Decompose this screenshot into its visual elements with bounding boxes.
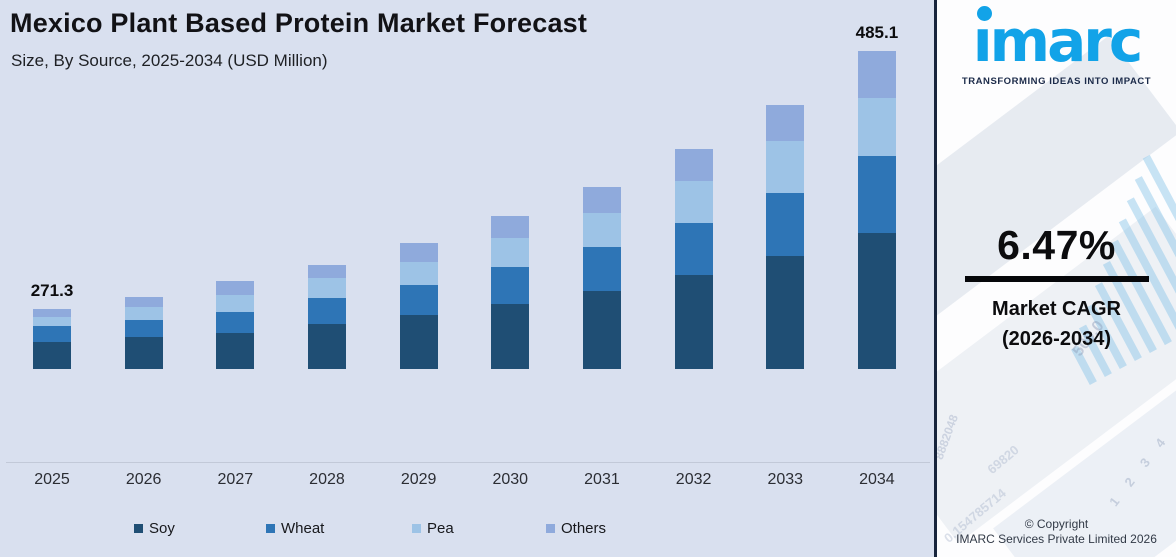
imarc-logo: ımarc TRANSFORMING IDEAS INTO IMPACT	[937, 6, 1176, 87]
axis-label-2033: 2033	[767, 471, 804, 488]
cagr-block: 6.47% Market CAGR (2026-2034)	[937, 222, 1176, 354]
bar-2032	[674, 149, 713, 369]
bar-segment-wheat-2032	[674, 223, 713, 275]
chart-section: Mexico Plant Based Protein Market Foreca…	[0, 0, 934, 542]
bar-segment-pea-2027	[216, 295, 255, 312]
bar-segment-wheat-2031	[582, 247, 621, 291]
legend: Soy Wheat Pea Others	[0, 520, 934, 542]
bar-segment-others-2030	[491, 216, 530, 238]
bar-segment-soy-2034	[857, 233, 896, 369]
bar-2033	[766, 105, 805, 369]
bar-segment-wheat-2025	[33, 326, 71, 342]
axis-label-2031: 2031	[584, 471, 620, 488]
x-axis-labels: 2025 2026 2027 2028 2029 2030 2031 2032 2033 2034	[33, 471, 896, 489]
watermark-number: 69820	[984, 442, 1022, 477]
watermark-number: 1 2 3 4	[1106, 429, 1173, 510]
bar-segment-soy-2028	[307, 324, 346, 369]
plot-area: 271.3 485.1	[6, 0, 930, 463]
bar-segment-wheat-2028	[307, 298, 346, 324]
legend-swatch-wheat	[266, 524, 275, 533]
data-label-2025: 271.3	[30, 281, 74, 300]
axis-label-2032: 2032	[675, 471, 712, 488]
chart-subtitle: Size, By Source, 2025-2034 (USD Million)	[11, 51, 328, 70]
logo-tagline: TRANSFORMING IDEAS INTO IMPACT	[961, 75, 1152, 87]
bar-segment-soy-2032	[674, 275, 713, 369]
bar-2034: 485.1	[856, 23, 898, 369]
bar-segment-others-2027	[216, 281, 255, 295]
axis-label-2025: 2025	[34, 471, 70, 488]
chart-title: Mexico Plant Based Protein Market Foreca…	[10, 8, 588, 38]
bar-segment-pea-2029	[399, 262, 438, 285]
x-axis-line	[6, 462, 930, 463]
branding-panel: 500.0 1 2 3 4 8882048 0.154785714 69820 …	[937, 0, 1176, 557]
axis-label-2034: 2034	[859, 471, 895, 488]
cagr-label: Market CAGR	[992, 298, 1121, 320]
bar-segment-pea-2028	[307, 278, 346, 298]
bar-segment-soy-2027	[216, 333, 255, 369]
bar-segment-pea-2033	[766, 141, 805, 193]
bar-segment-others-2032	[674, 149, 713, 181]
bar-segment-pea-2030	[491, 238, 530, 267]
copyright-line-2: IMARC Services Private Limited 2026	[956, 532, 1157, 547]
bar-2029	[399, 243, 438, 369]
bar-segment-pea-2026	[124, 307, 163, 320]
bar-2031	[582, 187, 621, 369]
legend-swatch-pea	[412, 524, 421, 533]
bar-segment-pea-2032	[674, 181, 713, 223]
bar-segment-others-2033	[766, 105, 805, 141]
bar-segment-others-2029	[399, 243, 438, 262]
logo-i-dot-icon	[976, 6, 992, 21]
axis-label-2026: 2026	[125, 471, 162, 488]
bar-segment-wheat-2030	[491, 267, 530, 304]
axis-label-2030: 2030	[492, 471, 529, 488]
bar-columns: 271.3 485.1	[31, 0, 898, 369]
bar-segment-others-2026	[124, 297, 163, 307]
bar-2027	[216, 281, 255, 369]
copyright-line-1: © Copyright	[1024, 516, 1089, 531]
bar-2030	[491, 216, 530, 369]
bar-segment-others-2031	[582, 187, 621, 213]
imarc-logo-wordmark: ımarc	[972, 6, 1143, 75]
section-divider	[934, 0, 937, 557]
bar-segment-soy-2026	[124, 337, 163, 369]
legend-item-soy: Soy	[134, 520, 175, 537]
axis-label-2027: 2027	[217, 471, 254, 488]
bar-2025: 271.3	[31, 281, 73, 369]
data-label-2034: 485.1	[855, 23, 899, 42]
bar-segment-soy-2033	[766, 256, 805, 369]
bar-segment-wheat-2034	[857, 156, 896, 233]
axis-label-2029: 2029	[400, 471, 437, 488]
legend-label-pea: Pea	[427, 520, 454, 537]
bar-segment-soy-2029	[399, 315, 438, 369]
bar-2026	[124, 297, 163, 369]
cagr-period: (2026-2034)	[1002, 328, 1111, 350]
bar-segment-others-2028	[307, 265, 346, 278]
legend-label-wheat: Wheat	[281, 520, 325, 537]
watermark-number: 8882048	[937, 412, 961, 462]
cagr-value: 6.47%	[997, 222, 1116, 268]
bar-segment-wheat-2026	[124, 320, 163, 337]
cagr-underline	[964, 276, 1149, 282]
legend-swatch-others	[546, 524, 555, 533]
bar-segment-others-2025	[33, 309, 71, 317]
axis-label-2028: 2028	[309, 471, 345, 488]
bar-segment-pea-2025	[33, 317, 71, 326]
legend-item-pea: Pea	[412, 520, 454, 537]
copyright: © Copyright IMARC Services Private Limit…	[937, 517, 1176, 548]
legend-item-wheat: Wheat	[266, 520, 324, 537]
bar-segment-pea-2034	[857, 98, 896, 156]
legend-swatch-soy	[134, 524, 143, 533]
bar-segment-wheat-2029	[399, 285, 438, 315]
bar-segment-wheat-2033	[766, 193, 805, 256]
bar-segment-wheat-2027	[216, 312, 255, 333]
bar-segment-others-2034	[857, 51, 896, 98]
bar-segment-soy-2031	[582, 291, 621, 369]
bar-segment-soy-2030	[491, 304, 530, 369]
legend-item-others: Others	[546, 520, 606, 537]
bar-segment-soy-2025	[33, 342, 71, 369]
legend-label-soy: Soy	[149, 520, 175, 537]
bar-segment-pea-2031	[582, 213, 621, 247]
legend-label-others: Others	[561, 520, 607, 537]
bar-2028	[307, 265, 346, 369]
